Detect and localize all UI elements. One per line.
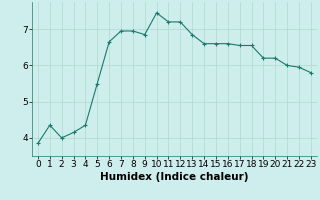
X-axis label: Humidex (Indice chaleur): Humidex (Indice chaleur) [100, 172, 249, 182]
